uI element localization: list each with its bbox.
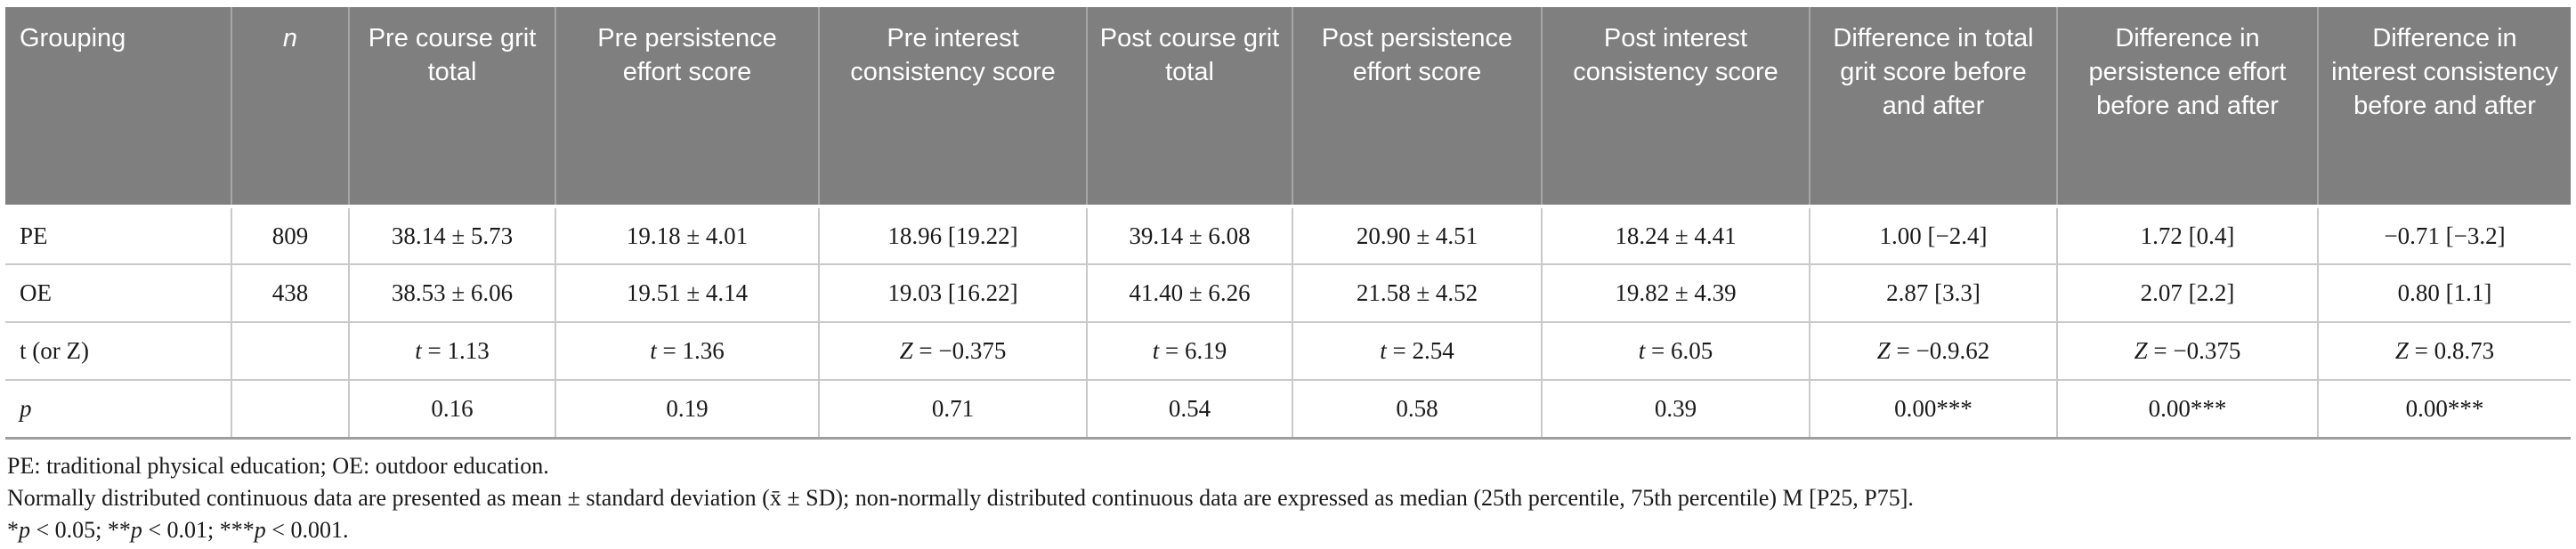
table-cell: 0.54 (1087, 379, 1293, 440)
header-cell: Pre interest consistency score (819, 7, 1088, 208)
table-cell: 19.18 ± 4.01 (555, 206, 820, 264)
table-cell: 1.00 [−2.4] (1810, 206, 2058, 264)
table-cell: Z = −0.375 (2057, 321, 2319, 380)
table-cell: t = 1.13 (349, 321, 556, 380)
table-cell: 41.40 ± 6.26 (1087, 263, 1293, 322)
footnote: PE: traditional physical education; OE: … (7, 452, 549, 479)
table-cell (231, 379, 350, 440)
table-cell: 0.00*** (1810, 379, 2058, 440)
header-cell: Pre persistence effort score (555, 7, 820, 208)
header-cell: Difference in interest consistency befor… (2318, 7, 2571, 208)
table-cell: t = 1.36 (555, 321, 820, 380)
table-cell: 0.16 (349, 379, 556, 440)
table-cell: 0.71 (819, 379, 1088, 440)
table-cell: 0.80 [1.1] (2318, 263, 2571, 322)
table-cell: 0.39 (1542, 379, 1810, 440)
footnote: *p < 0.05; **p < 0.01; ***p < 0.001. (7, 516, 349, 543)
table-cell: 438 (231, 263, 350, 322)
table-cell: 19.82 ± 4.39 (1542, 263, 1810, 322)
table-cell: t = 6.19 (1087, 321, 1293, 380)
table-cell: 39.14 ± 6.08 (1087, 206, 1293, 264)
table-cell: 21.58 ± 4.52 (1292, 263, 1543, 322)
table-row: OE 438 38.53 ± 6.06 19.51 ± 4.14 19.03 [16.2… (5, 263, 2571, 322)
footnotes: PE: traditional physical education; OE: … (5, 450, 2571, 546)
table-cell: −0.71 [−3.2] (2318, 206, 2571, 264)
table-cell: t = 2.54 (1292, 321, 1543, 380)
table-row: PE 809 38.14 ± 5.73 19.18 ± 4.01 18.96 [19.2… (5, 206, 2571, 264)
table-cell: 38.14 ± 5.73 (349, 206, 556, 264)
table-body: PE 809 38.14 ± 5.73 19.18 ± 4.01 18.96 [19.2… (5, 206, 2571, 440)
table-cell: 2.87 [3.3] (1810, 263, 2058, 322)
table-cell: 0.00*** (2057, 379, 2319, 440)
header-cell: Post interest consistency score (1542, 7, 1810, 208)
header-cell: n (231, 7, 350, 208)
table-cell: 809 (231, 206, 350, 264)
header-cell: Difference in persistence effort before … (2057, 7, 2319, 208)
table-cell: Z = 0.8.73 (2318, 321, 2571, 380)
table-cell: t = 6.05 (1542, 321, 1810, 380)
header-row: Grouping n Pre course grit total Pre persis… (5, 7, 2571, 208)
table-cell: 18.96 [19.22] (819, 206, 1088, 264)
table-cell: p (5, 379, 232, 440)
table-cell: Z = −0.375 (819, 321, 1088, 380)
header-cell: Difference in total grit score before an… (1810, 7, 2058, 208)
table-cell: 38.53 ± 6.06 (349, 263, 556, 322)
table-cell: t (or Z) (5, 321, 232, 380)
table-cell: 2.07 [2.2] (2057, 263, 2319, 322)
table-header: Grouping n Pre course grit total Pre persis… (5, 7, 2571, 208)
results-table: Grouping n Pre course grit total Pre persis… (5, 7, 2571, 440)
header-cell: Pre course grit total (349, 7, 556, 208)
header-cell: Post course grit total (1087, 7, 1293, 208)
table-cell (231, 321, 350, 380)
table-cell: 0.58 (1292, 379, 1543, 440)
table-cell: 19.03 [16.22] (819, 263, 1088, 322)
header-cell: Grouping (5, 7, 232, 208)
table-row: t (or Z) t = 1.13 t = 1.36 Z = −0.375 t = 6.… (5, 321, 2571, 380)
table-cell: PE (5, 206, 232, 264)
table-cell: Z = −0.9.62 (1810, 321, 2058, 380)
table-cell: 0.00*** (2318, 379, 2571, 440)
table-cell: OE (5, 263, 232, 322)
table-cell: 19.51 ± 4.14 (555, 263, 820, 322)
footnote: Normally distributed continuous data are… (7, 484, 1914, 511)
table-cell: 20.90 ± 4.51 (1292, 206, 1543, 264)
table-cell: 0.19 (555, 379, 820, 440)
table-cell: 18.24 ± 4.41 (1542, 206, 1810, 264)
table-row: p 0.16 0.19 0.71 0.54 0.58 0.39 0.00*** 0.00*** 0… (5, 379, 2571, 440)
header-cell: Post persistence effort score (1292, 7, 1543, 208)
table-cell: 1.72 [0.4] (2057, 206, 2319, 264)
